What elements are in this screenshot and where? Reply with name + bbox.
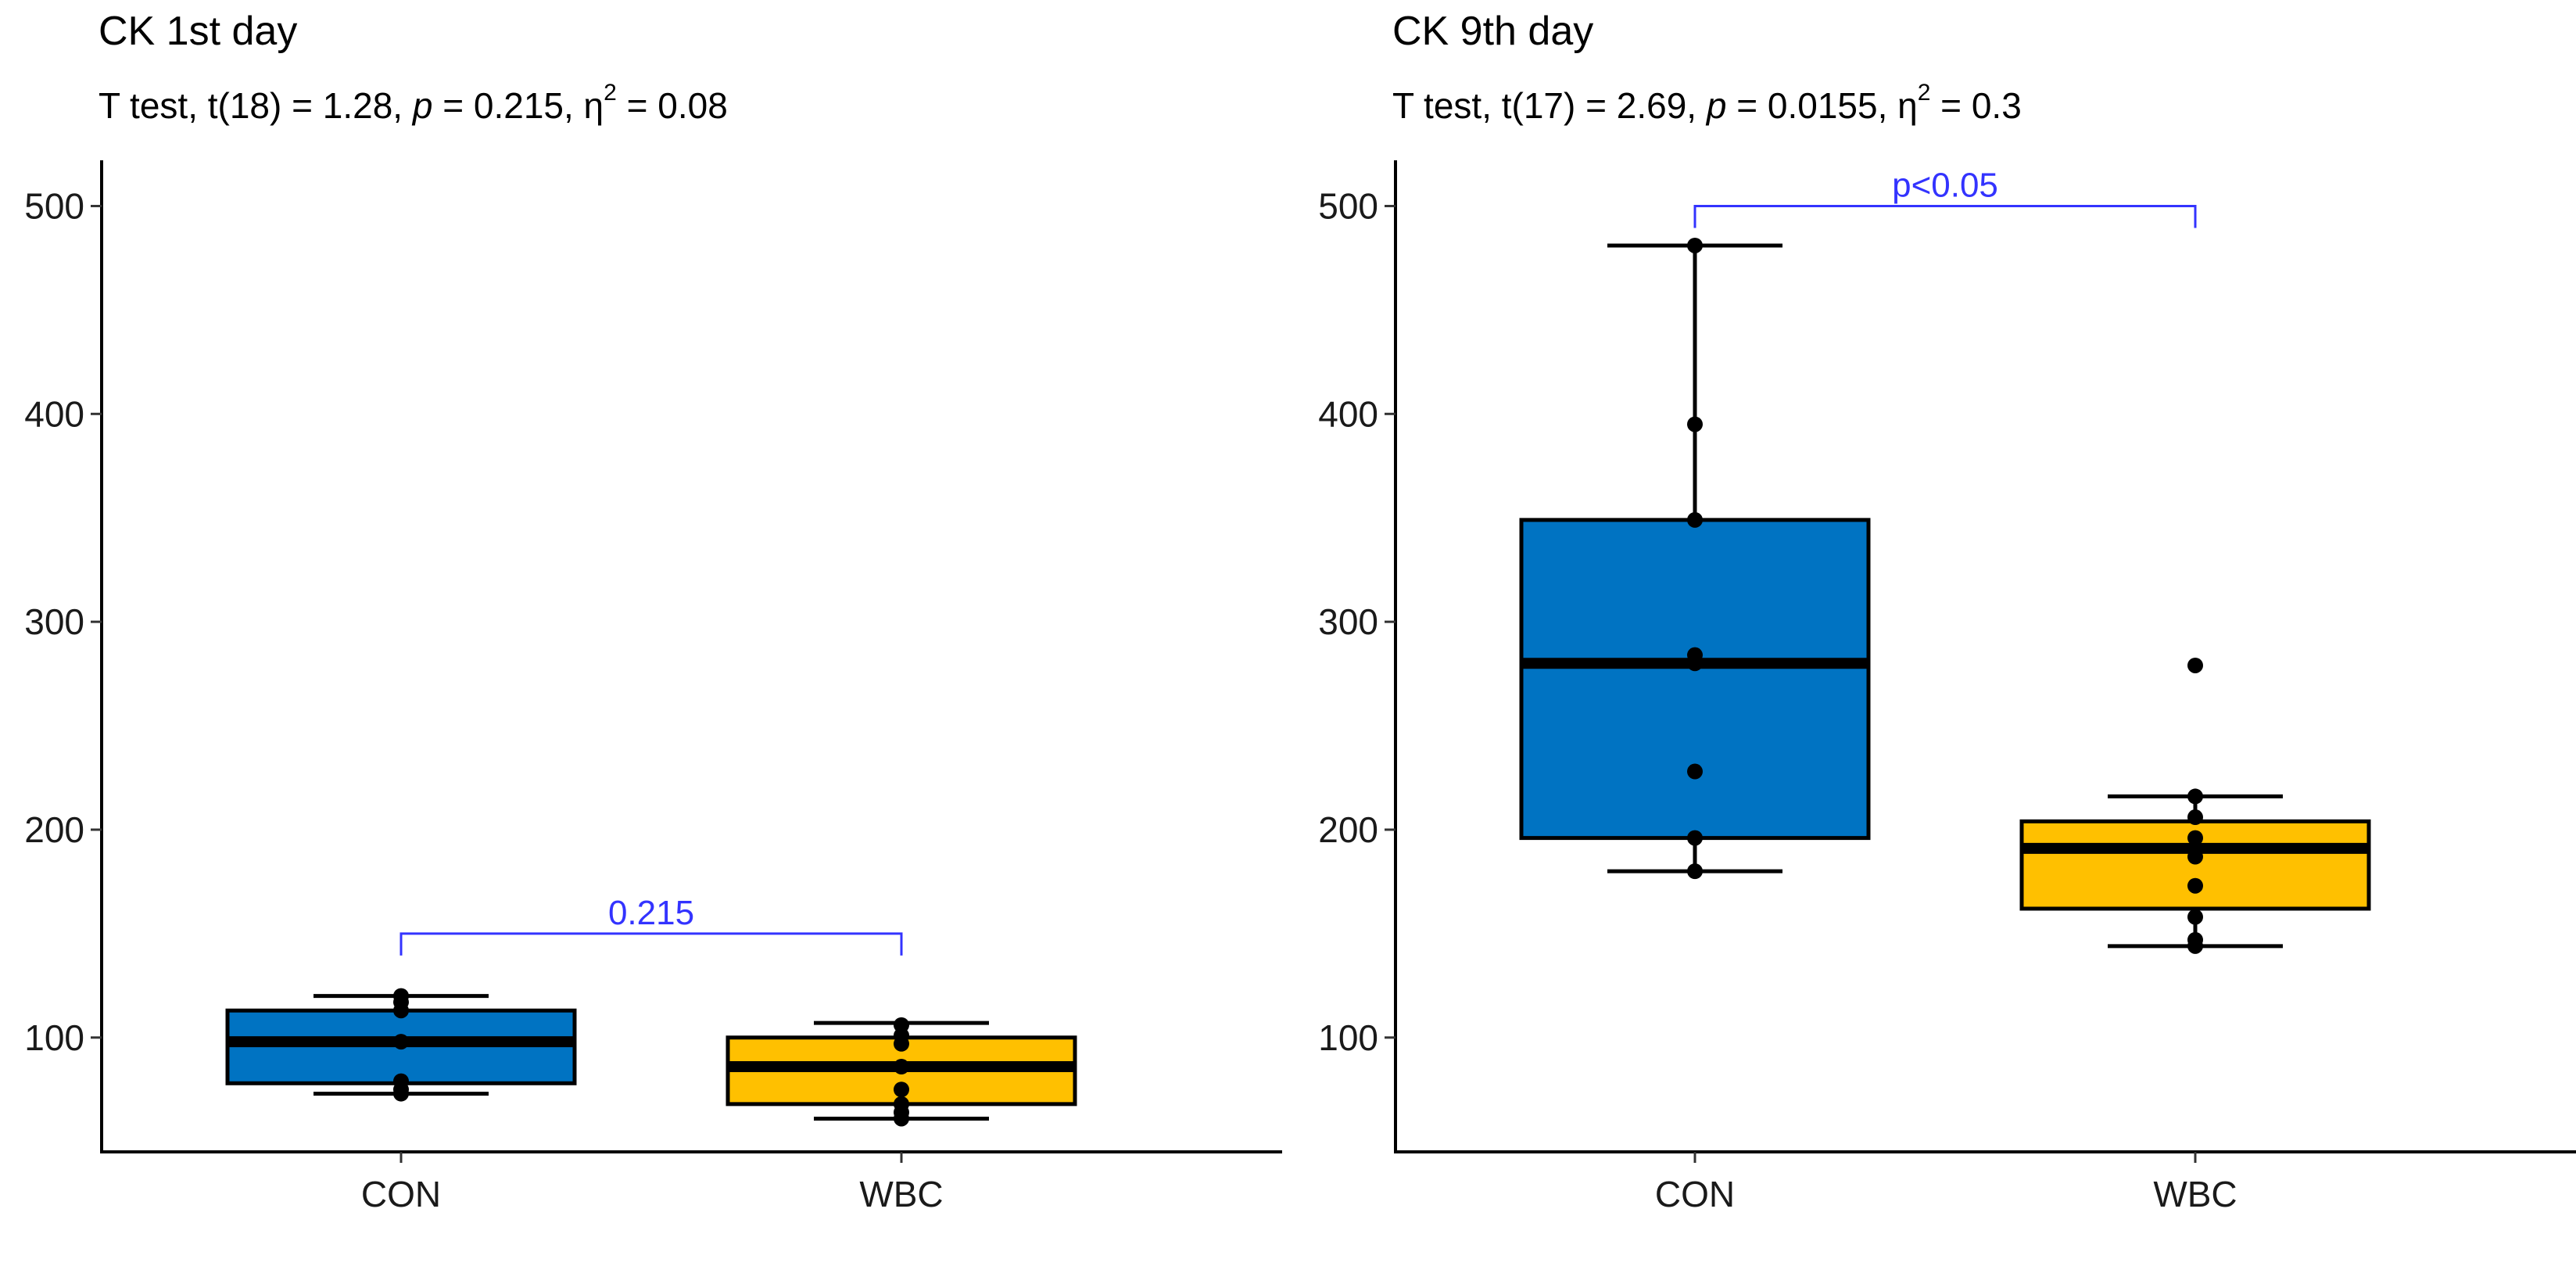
data-point: [2187, 809, 2203, 826]
data-point: [1687, 863, 1703, 880]
bracket-line: [399, 932, 903, 956]
box-con: [1519, 237, 1871, 880]
data-point: [1687, 647, 1703, 663]
box-wbc: [726, 1017, 1077, 1127]
data-point: [894, 1059, 909, 1075]
significance-bracket: 0.215: [399, 894, 903, 956]
x-tick-label: CON: [361, 1174, 441, 1214]
chart-title: CK 9th day: [1392, 9, 1594, 54]
data-point: [2187, 788, 2203, 805]
chart-subtitle: T test, t(17) = 2.69, p = 0.0155, η2 = 0…: [1392, 80, 2022, 126]
data-point: [393, 988, 409, 1004]
chart-title: CK 1st day: [99, 9, 298, 54]
boxplot-chart: 100 200 300 400 500 CON WBC 0.215: [24, 160, 1282, 1214]
bracket-line: [1693, 204, 2197, 228]
data-point: [2187, 877, 2203, 894]
y-tick-label: 400: [24, 393, 84, 434]
data-point: [894, 1017, 909, 1033]
data-point: [393, 1034, 409, 1050]
data-point: [894, 1096, 909, 1112]
data-point: [2187, 848, 2203, 865]
data-point: [1687, 830, 1703, 846]
boxplot-chart: 100 200 300 400 500 CON WBC p<0.05: [1318, 160, 2576, 1214]
y-tick-label: 500: [24, 185, 84, 226]
data-point: [1687, 511, 1703, 528]
x-tick-label: WBC: [2153, 1174, 2237, 1214]
data-point: [2187, 909, 2203, 925]
y-tick-label: 300: [1318, 601, 1378, 642]
box-con: [225, 988, 577, 1102]
x-tick-label: WBC: [859, 1174, 943, 1214]
significance-label: 0.215: [608, 894, 694, 932]
y-tick-label: 200: [24, 809, 84, 850]
box-wbc: [2019, 657, 2371, 954]
box-body: [1519, 518, 1871, 841]
data-point: [2187, 931, 2203, 948]
data-point: [894, 1082, 909, 1098]
significance-bracket: p<0.05: [1693, 166, 2197, 228]
y-tick-label: 200: [1318, 809, 1378, 850]
y-tick-label: 500: [1318, 185, 1378, 226]
data-point: [2187, 830, 2203, 846]
chart-subtitle: T test, t(18) = 1.28, p = 0.215, η2 = 0.…: [99, 80, 728, 126]
data-point: [393, 1073, 409, 1089]
significance-label: p<0.05: [1892, 166, 1998, 204]
chart-panel-day1: CK 1st day T test, t(18) = 1.28, p = 0.2…: [0, 0, 1282, 1277]
y-tick-label: 100: [1318, 1017, 1378, 1058]
data-point: [1687, 416, 1703, 432]
data-point: [2187, 657, 2203, 673]
y-tick-label: 300: [24, 601, 84, 642]
data-point: [1687, 237, 1703, 253]
chart-panel-day9: CK 9th day T test, t(17) = 2.69, p = 0.0…: [1294, 0, 2576, 1277]
data-point: [1687, 763, 1703, 780]
x-tick-label: CON: [1655, 1174, 1735, 1214]
y-tick-label: 400: [1318, 393, 1378, 434]
y-tick-label: 100: [24, 1017, 84, 1058]
